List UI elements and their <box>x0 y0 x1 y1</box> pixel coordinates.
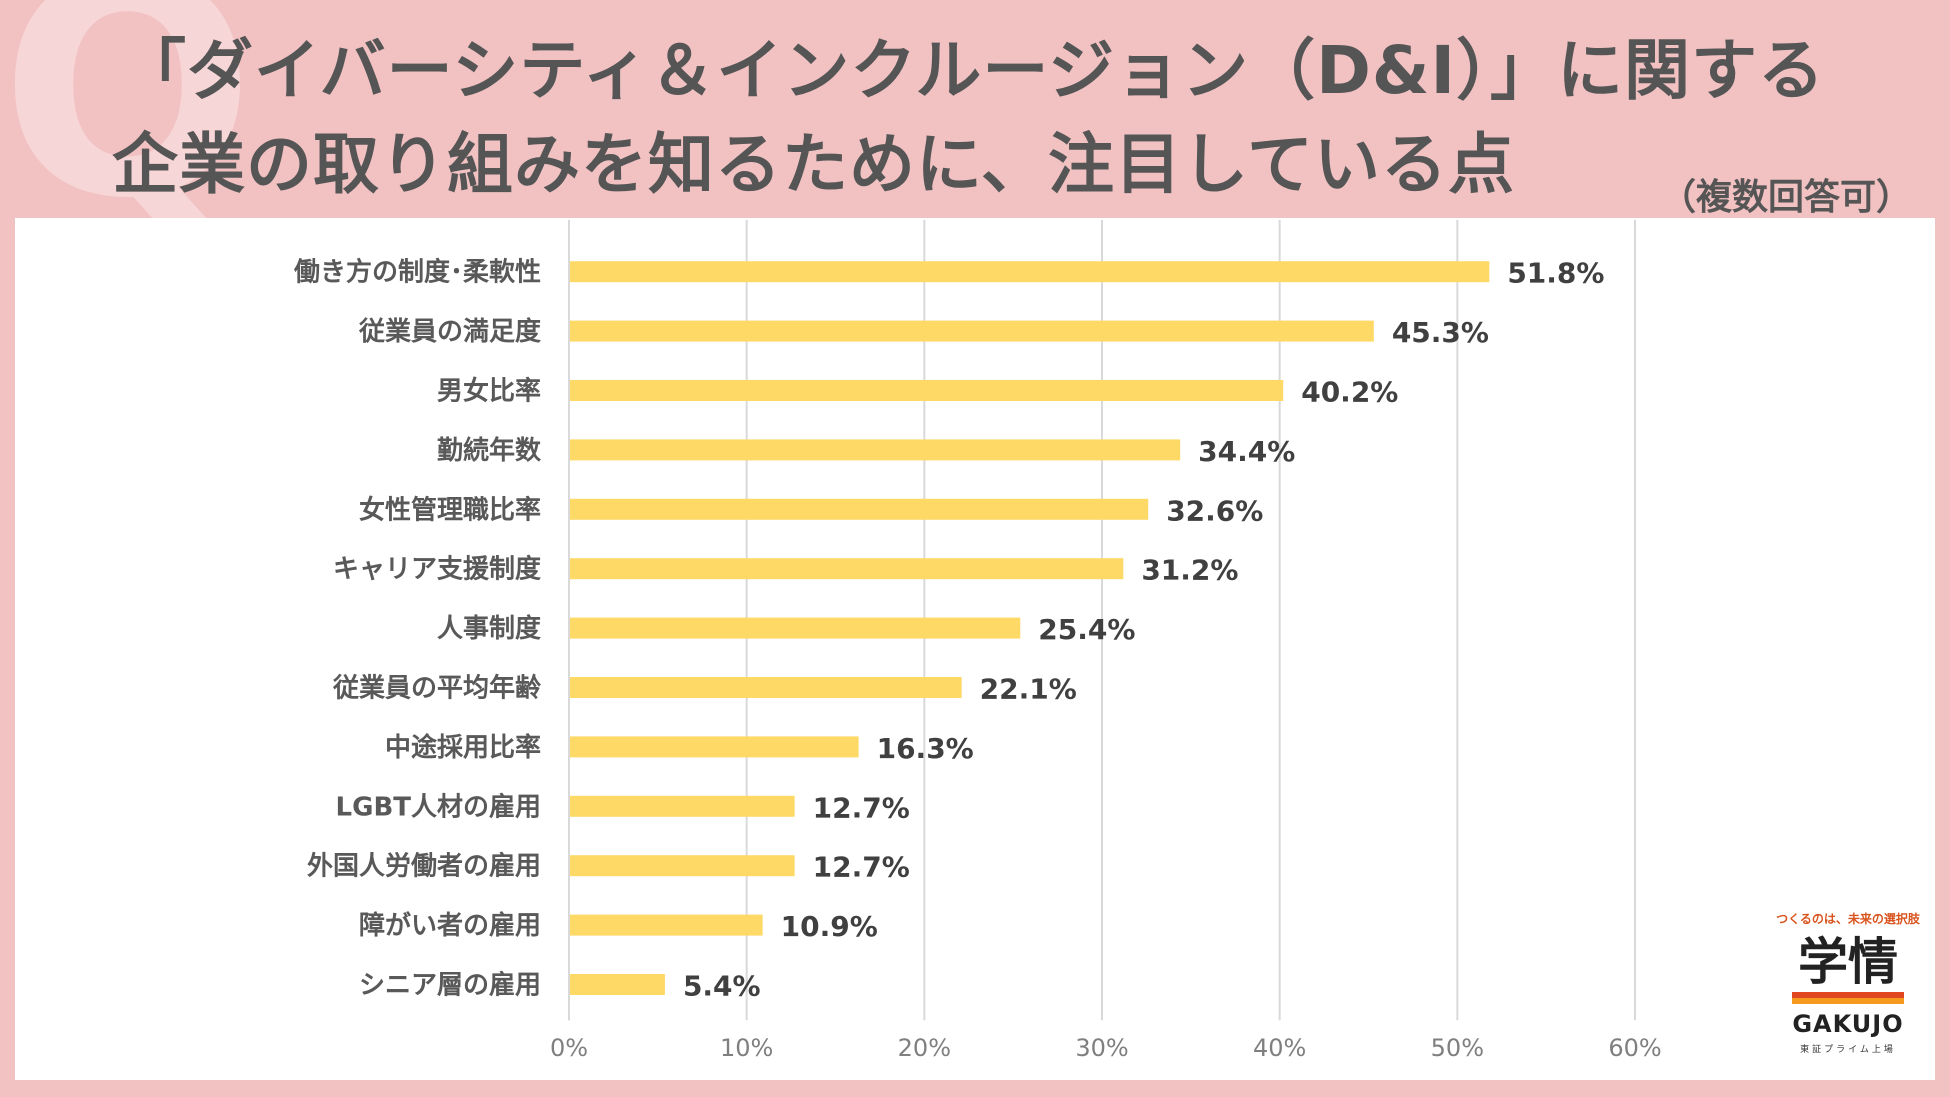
data-label: 10.9% <box>781 910 878 943</box>
category-label: 中途採用比率 <box>385 732 541 763</box>
logo-tagline: つくるのは、未来の選択肢 <box>1776 912 1920 926</box>
bar <box>569 855 795 877</box>
x-tick-label: 30% <box>1075 1034 1128 1062</box>
bar <box>569 795 795 817</box>
data-label: 31.2% <box>1141 554 1238 587</box>
x-tick-label: 60% <box>1608 1034 1661 1062</box>
logo-name: GAKUJO <box>1792 1010 1904 1038</box>
bar <box>569 677 962 698</box>
bar <box>569 736 859 758</box>
bar <box>569 439 1181 461</box>
data-label: 5.4% <box>683 970 761 1003</box>
category-label: LGBT人材の雇用 <box>336 791 541 822</box>
data-label: 16.3% <box>877 732 974 765</box>
data-label: 25.4% <box>1038 613 1135 646</box>
bar <box>569 261 1490 283</box>
category-label: 障がい者の雇用 <box>359 910 541 941</box>
category-label: 男女比率 <box>437 376 541 407</box>
bar <box>569 380 1284 401</box>
category-label: 勤続年数 <box>437 435 542 466</box>
bar <box>569 974 665 995</box>
page-title-line1: 「ダイバーシティ＆インクルージョン（D&I）」に関する <box>120 32 1825 109</box>
x-tick-label: 20% <box>898 1034 951 1062</box>
bar-chart: 0% 10% 20% 30% 40% 50% 60% 働き方の制度･柔軟性 51.8% 従業員の満… <box>293 220 1662 1062</box>
data-label: 51.8% <box>1507 257 1604 290</box>
category-label: 従業員の満足度 <box>358 316 541 347</box>
bar <box>569 617 1021 639</box>
chart-panel: 0% 10% 20% 30% 40% 50% 60% 働き方の制度･柔軟性 51.8% 従業員の満… <box>15 218 1935 1080</box>
multiple-answer-note: （複数回答可） <box>1659 177 1912 218</box>
category-label: キャリア支援制度 <box>333 554 541 585</box>
data-label: 32.6% <box>1166 494 1263 527</box>
category-label: 従業員の平均年齢 <box>332 673 542 704</box>
category-label: 働き方の制度･柔軟性 <box>293 257 541 288</box>
data-label: 12.7% <box>813 791 910 824</box>
x-tick-label: 50% <box>1431 1034 1484 1062</box>
data-label: 22.1% <box>980 673 1077 706</box>
bar <box>569 914 763 936</box>
x-tick-label: 10% <box>720 1034 773 1062</box>
category-label: 外国人労働者の雇用 <box>307 851 541 882</box>
logo-sub: 東証プライム上場 <box>1800 1045 1896 1055</box>
logo-mark: 学情 <box>1798 933 1898 991</box>
gakujo-logo: つくるのは、未来の選択肢 学情 GAKUJO 東証プライム上場 <box>1758 910 1938 1055</box>
q-watermark: Q <box>0 0 256 264</box>
x-tick-label: 0% <box>550 1034 588 1062</box>
data-label: 40.2% <box>1301 376 1398 409</box>
data-label: 45.3% <box>1392 316 1489 349</box>
data-label: 12.7% <box>813 851 910 884</box>
category-label: シニア層の雇用 <box>359 970 541 1001</box>
x-tick-label: 40% <box>1253 1034 1306 1062</box>
bar <box>569 320 1374 342</box>
bar <box>569 498 1149 520</box>
category-label: 女性管理職比率 <box>359 494 541 525</box>
bar <box>569 558 1124 580</box>
page-title-line2: 企業の取り組みを知るために、注目している点 <box>112 126 1516 203</box>
logo-bar <box>1792 992 1904 1004</box>
data-label: 34.4% <box>1198 435 1295 468</box>
category-label: 人事制度 <box>437 613 541 644</box>
